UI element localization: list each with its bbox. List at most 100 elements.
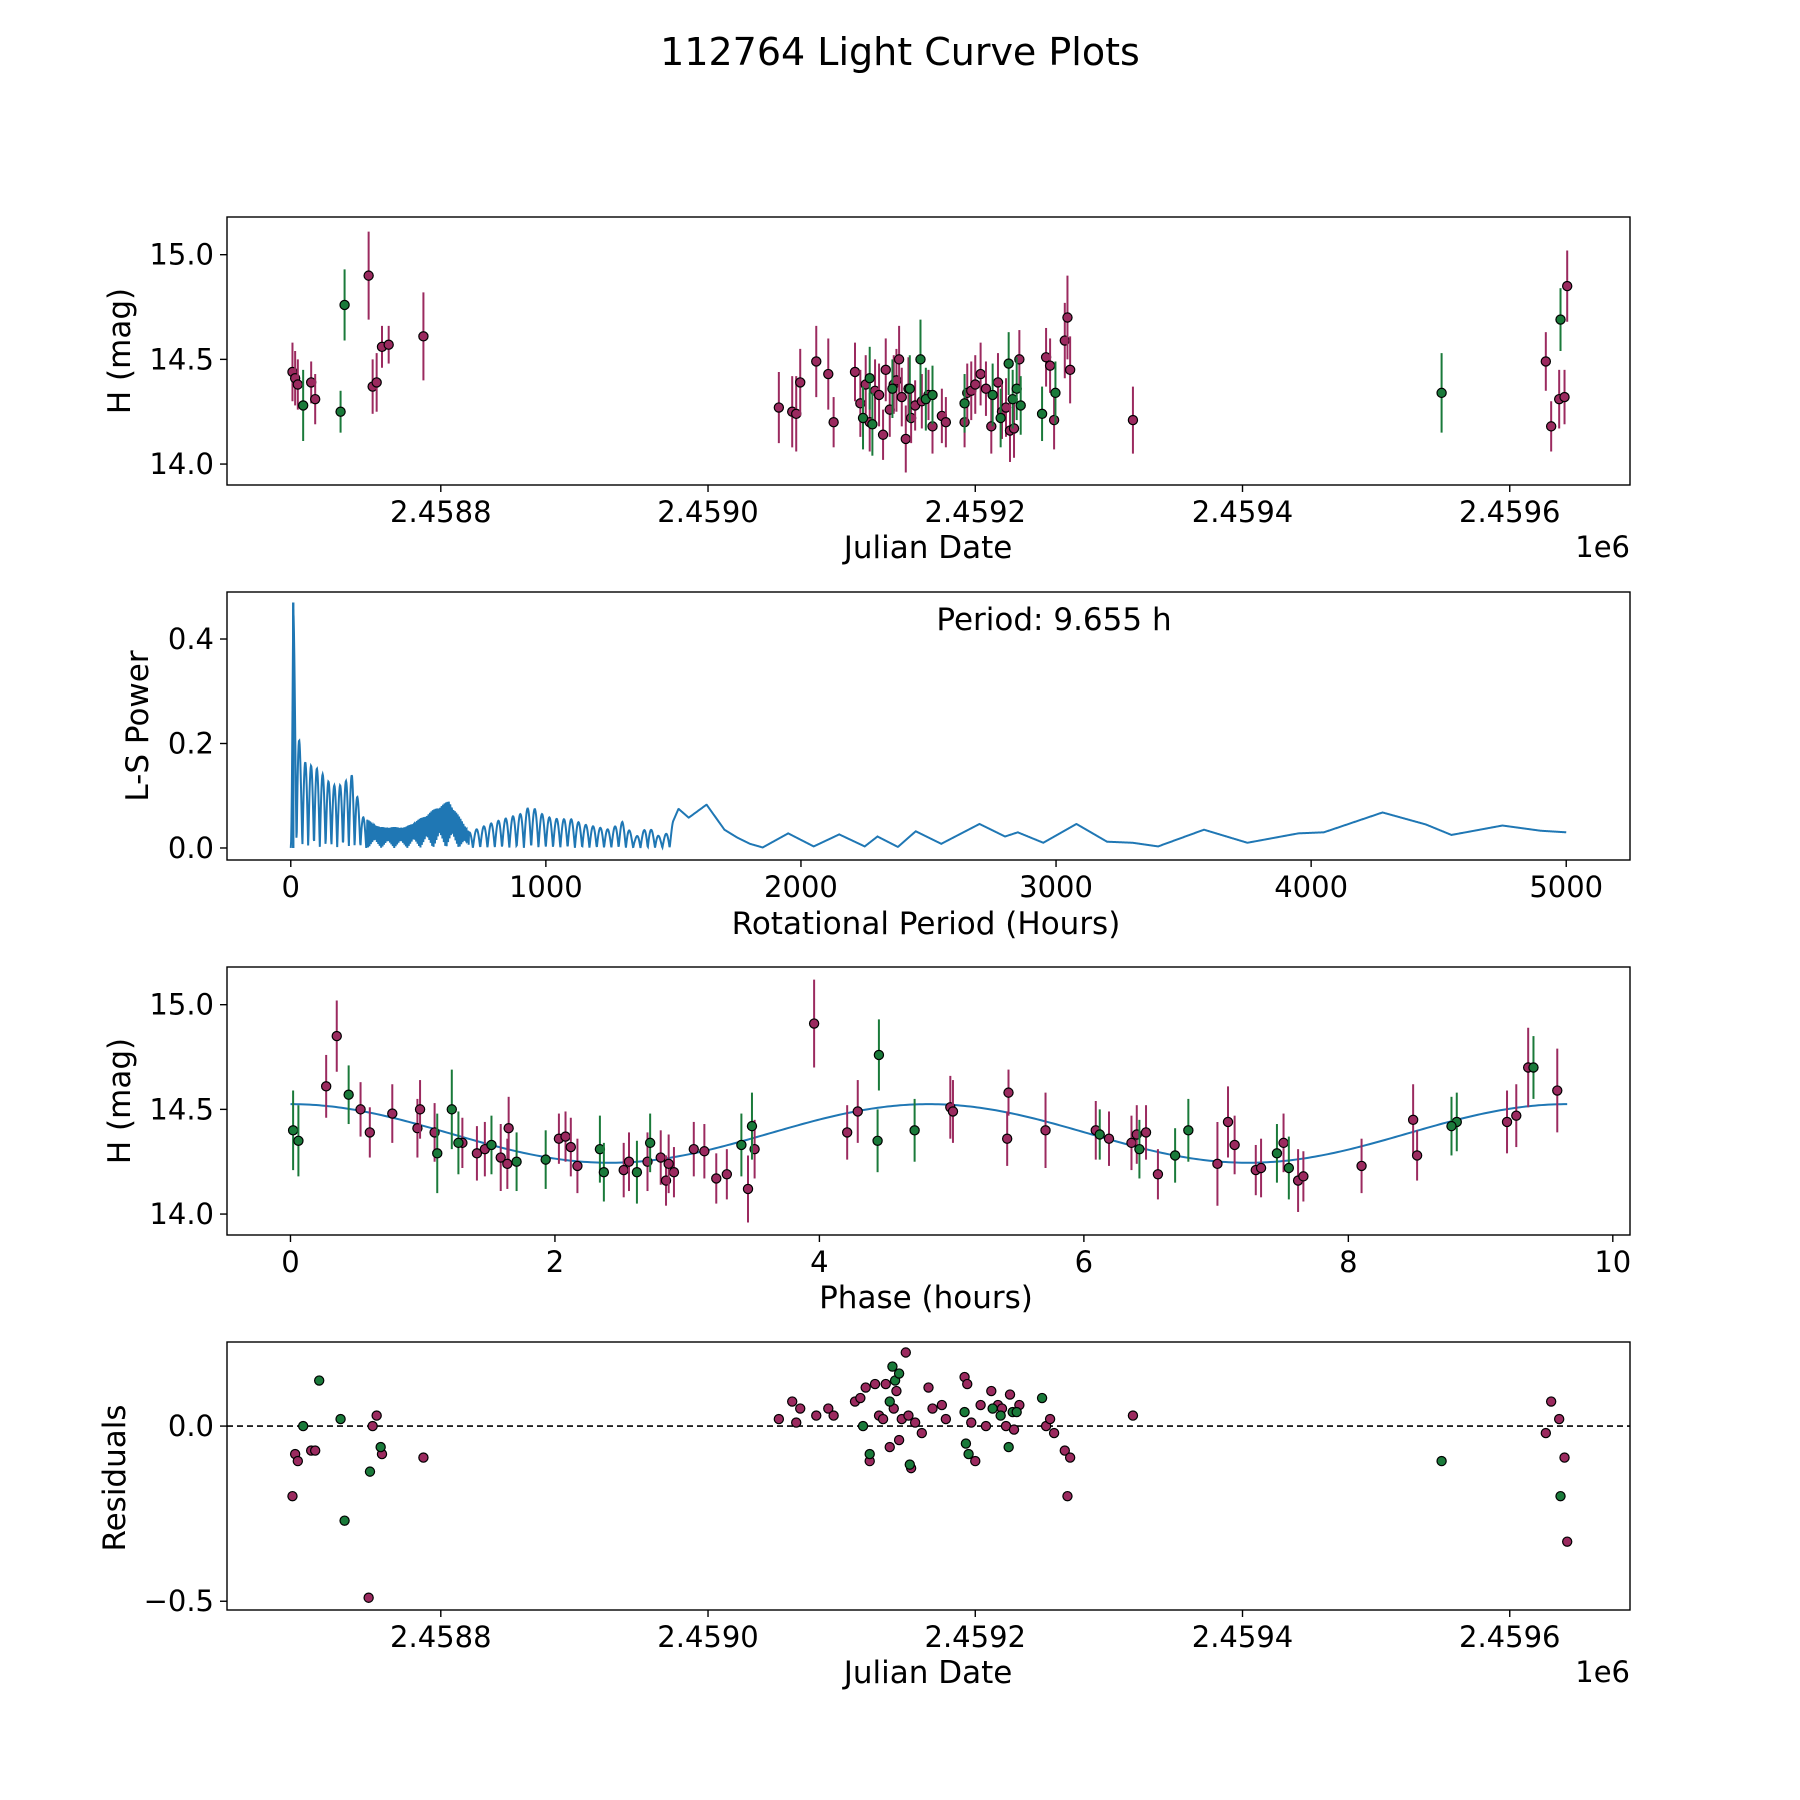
data-point-r (823, 1403, 834, 1414)
data-point-r (1152, 1169, 1164, 1180)
data-point-r (1044, 1413, 1056, 1425)
data-point-r (970, 1455, 981, 1467)
data-point-r (1559, 1452, 1570, 1463)
data-point-r (711, 1173, 722, 1184)
data-point-g (313, 1375, 325, 1386)
data-point-r (773, 1413, 785, 1425)
data-point-r (970, 379, 981, 390)
data-point-r (787, 1396, 798, 1407)
data-point-r (1001, 1133, 1013, 1144)
data-point-r (877, 1413, 889, 1425)
data-point-g (746, 1120, 758, 1132)
data-point-r (975, 368, 986, 380)
data-point-r (841, 1127, 853, 1138)
data-point-g (343, 1089, 354, 1100)
data-point-r (900, 433, 911, 445)
data-point-r (916, 1427, 928, 1439)
data-point-r (1222, 1116, 1234, 1128)
data-point-g (446, 1104, 457, 1115)
data-point-g (540, 1154, 551, 1165)
y-tick-label: 0.0 (168, 1409, 214, 1443)
data-point-r (1008, 1424, 1020, 1435)
x-tick-label: 2.4596 (1459, 1620, 1560, 1654)
data-point-r (1540, 1427, 1552, 1439)
data-point-r (966, 1417, 977, 1428)
data-point-g (1169, 1150, 1181, 1161)
x-tick-label: 2.4590 (657, 1620, 758, 1654)
data-point-g (1011, 1406, 1022, 1418)
data-point-r (363, 270, 374, 281)
data-point-g (867, 419, 878, 430)
data-point-r (1062, 312, 1073, 323)
data-point-g (915, 354, 926, 365)
data-point-r (891, 1385, 902, 1397)
data-point-r (811, 356, 822, 367)
data-point-r (742, 1183, 754, 1195)
x-tick-label: 2 (546, 1245, 564, 1279)
data-point-r (1126, 1137, 1137, 1149)
data-point-r (414, 1104, 426, 1115)
data-point-g (1134, 1143, 1145, 1155)
data-point-r (418, 1452, 429, 1463)
data-point-r (1278, 1137, 1289, 1149)
periodogram-panel: 0 1000 2000 3000 4000 5000 0.0 0.2 0.4 Period: 9… (120, 591, 1631, 942)
periodogram-xlabel: Rotational Period (Hours) (732, 906, 1121, 942)
data-point-r (795, 377, 806, 388)
data-point-g (1555, 1490, 1566, 1502)
y-tick-label: 15.0 (149, 238, 214, 272)
data-point-r (1501, 1116, 1513, 1128)
data-point-r (1545, 421, 1557, 432)
data-point-r (688, 1143, 699, 1155)
data-point-r (947, 1106, 959, 1117)
x-tick-label: 2.4596 (1459, 495, 1560, 529)
data-point-r (663, 1158, 674, 1170)
data-point-r (860, 1382, 871, 1393)
data-point-r (418, 331, 429, 342)
data-point-r (1048, 1427, 1060, 1439)
data-point-g (995, 1410, 1006, 1421)
periodogram-ylabel: L-S Power (120, 650, 156, 801)
data-point-r (893, 354, 905, 365)
x-tick-label: 0 (281, 1245, 299, 1279)
data-point-g (631, 1166, 643, 1178)
data-point-r (1553, 1413, 1565, 1425)
data-point-g (873, 1049, 885, 1061)
data-point-r (849, 366, 861, 378)
x-tick-label: 2.4594 (1192, 1620, 1293, 1654)
data-point-g (1036, 408, 1048, 420)
model-fit-line (290, 1103, 1568, 1164)
y-tick-label: 14.0 (149, 1197, 214, 1231)
data-point-r (364, 1127, 376, 1138)
x-tick-label: 4000 (1274, 870, 1348, 904)
data-point-r (1511, 1110, 1522, 1121)
x-tick-label: 8 (1339, 1245, 1357, 1279)
data-point-g (297, 1420, 309, 1432)
data-point-r (1048, 414, 1060, 426)
data-point-g (904, 383, 915, 394)
data-point-r (823, 368, 834, 380)
x-tick-label: 2000 (764, 870, 838, 904)
data-point-r (940, 416, 952, 428)
data-point-r (1298, 1171, 1309, 1182)
data-point-r (811, 1410, 822, 1421)
data-point-r (986, 421, 997, 432)
data-point-r (975, 1399, 986, 1411)
data-point-r (1407, 1114, 1419, 1126)
y-tick-label: 14.5 (149, 1092, 214, 1126)
residuals-frame (226, 1341, 1631, 1611)
data-point-r (1044, 360, 1056, 371)
lightcurve-ticks: 2.4588 2.4590 2.4592 2.4594 2.4596 14.0 14.5 15… (149, 238, 1560, 529)
data-point-r (363, 1592, 374, 1603)
data-point-r (699, 1146, 710, 1157)
data-point-r (1008, 423, 1020, 434)
data-point-r (1561, 1536, 1573, 1547)
data-point-r (855, 1392, 866, 1404)
data-point-g (511, 1156, 522, 1167)
data-point-r (880, 364, 891, 376)
data-point-g (375, 1441, 386, 1453)
data-point-r (1064, 364, 1076, 376)
residuals-ylabel: Residuals (97, 1404, 133, 1551)
data-point-g (339, 299, 350, 311)
data-point-r (1040, 1125, 1051, 1136)
